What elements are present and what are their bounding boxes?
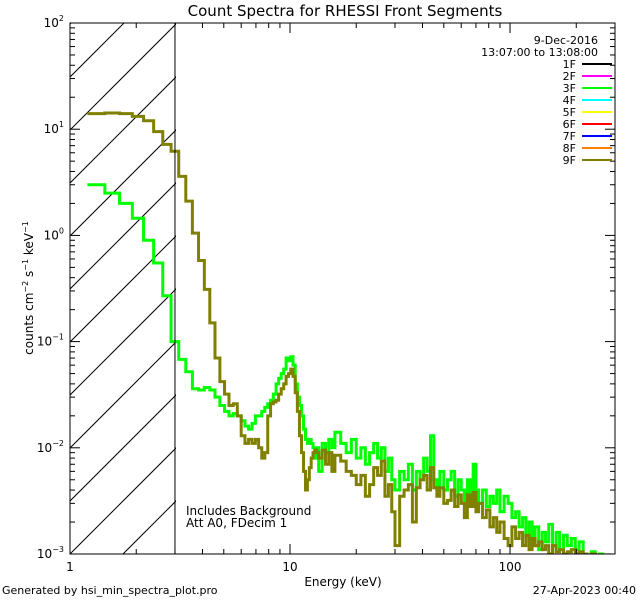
legend-label-7F: 7F <box>563 130 576 143</box>
series-9F <box>87 111 612 554</box>
hatch-line <box>70 182 176 290</box>
legend-label-1F: 1F <box>563 58 576 71</box>
x-tick-label: 1 <box>66 560 74 574</box>
hatch-line <box>70 23 72 25</box>
hatch-line <box>70 447 176 554</box>
y-tick-label: 102 <box>44 14 64 30</box>
hatch-line <box>70 235 176 343</box>
y-tick-label: 10−2 <box>37 439 64 455</box>
y-tick-label: 100 <box>44 226 64 242</box>
hatch-line <box>70 76 176 184</box>
annotation-attenuator: Att A0, FDecim 1 <box>186 516 287 530</box>
annotation-background: Includes Background <box>186 504 311 518</box>
ylabel-s: s <box>22 271 36 281</box>
time-range-label: 13:07:00 to 13:08:00 <box>481 46 598 59</box>
plot-frame <box>69 22 616 555</box>
x-axis-label: Energy (keV) <box>304 575 381 589</box>
hatch-line <box>441 23 640 554</box>
legend-label-9F: 9F <box>563 154 576 167</box>
ylabel-exp2: −1 <box>21 259 30 271</box>
ylabel-exp3: −1 <box>21 221 30 233</box>
legend-label-8F: 8F <box>563 142 576 155</box>
y-tick-label: 101 <box>44 120 64 136</box>
y-tick-label: 10−1 <box>37 333 64 349</box>
legend-label-5F: 5F <box>563 106 576 119</box>
legend-label-6F: 6F <box>563 118 576 131</box>
y-axis-label: counts cm−2 s−1 keV−1 <box>21 221 36 355</box>
x-tick-label: 100 <box>499 560 522 574</box>
y-tick-label: 10−3 <box>37 545 64 561</box>
date-label: 9-Dec-2016 <box>534 34 598 47</box>
legend-label-4F: 4F <box>563 94 576 107</box>
hatch-line <box>70 394 176 502</box>
legend-label-2F: 2F <box>563 70 576 83</box>
ylabel-exp1: −2 <box>21 281 30 293</box>
hatched-region <box>0 23 640 554</box>
ylabel-kev: keV <box>22 232 36 259</box>
axis-ticks: 1 10 100 10−3 10−2 10−1 100 101 102 <box>37 14 616 574</box>
hatch-line <box>70 129 176 237</box>
generated-by-label: Generated by hsi_min_spectra_plot.pro <box>2 584 218 597</box>
hatch-line <box>70 23 176 131</box>
hatch-line <box>0 23 18 554</box>
hatch-line <box>600 23 640 554</box>
hatch-line <box>282 23 640 554</box>
ylabel-counts: counts cm <box>22 293 36 355</box>
legend-label-3F: 3F <box>563 82 576 95</box>
hatch-line <box>70 23 125 78</box>
timestamp-label: 27-Apr-2023 00:40 <box>533 584 636 597</box>
series-3F <box>87 183 605 554</box>
hatch-line <box>70 288 176 396</box>
series-layer <box>87 111 612 554</box>
chart-title: Count Spectra for RHESSI Front Segments <box>188 2 503 20</box>
hatch-line <box>547 23 640 554</box>
x-tick-label: 10 <box>282 560 297 574</box>
